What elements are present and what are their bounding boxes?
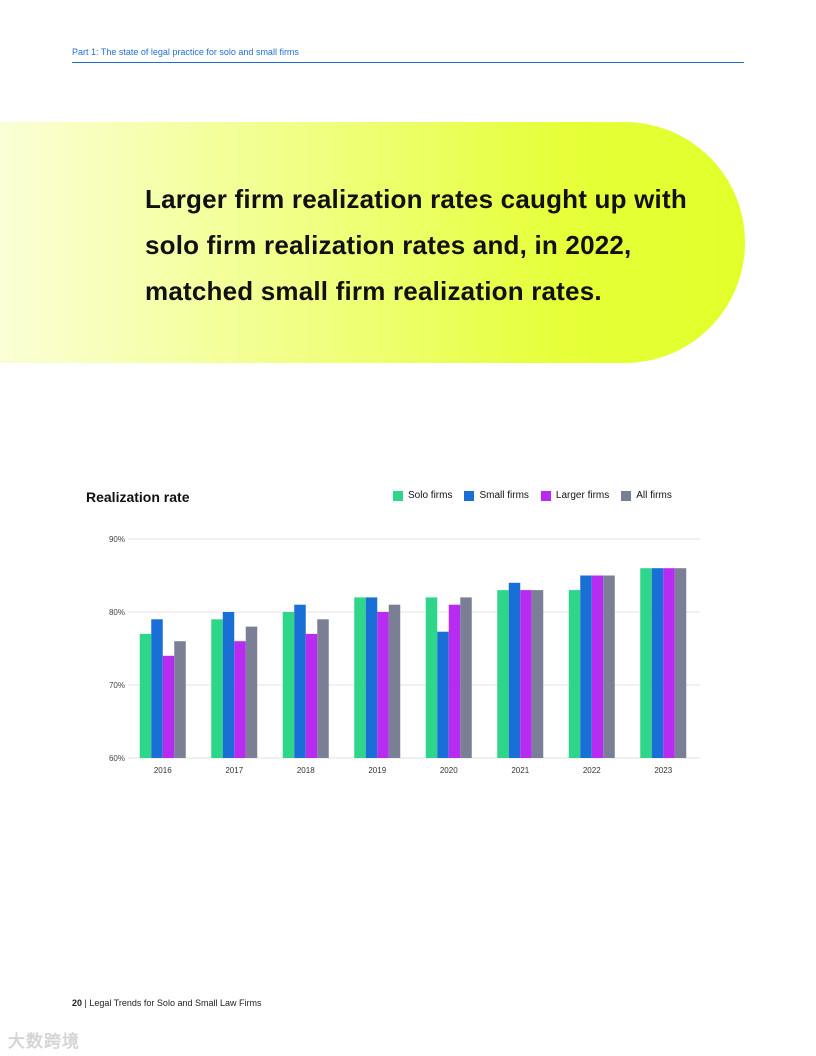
page-footer: 20 | Legal Trends for Solo and Small Law… xyxy=(72,998,261,1008)
bar xyxy=(162,655,175,758)
bar xyxy=(294,604,306,758)
legend-item-small: Small firms xyxy=(464,490,529,501)
footer-separator: | xyxy=(84,998,87,1008)
bar xyxy=(580,575,592,758)
bar xyxy=(568,590,581,758)
watermark: 大数跨境 xyxy=(8,1032,80,1051)
bar xyxy=(234,641,246,758)
bar xyxy=(520,590,532,758)
bar xyxy=(282,612,295,758)
chart-title: Realization rate xyxy=(86,489,190,505)
bar xyxy=(151,619,163,758)
legend-swatch xyxy=(540,490,551,501)
footer-title: Legal Trends for Solo and Small Law Firm… xyxy=(89,998,262,1008)
bar xyxy=(354,597,366,758)
legend-label: Small firms xyxy=(479,490,529,501)
legend-swatch xyxy=(393,490,403,501)
bar xyxy=(305,633,318,758)
bar xyxy=(497,590,509,758)
legend-label: All firms xyxy=(636,490,672,501)
bar xyxy=(663,568,675,758)
x-tick-label: 2020 xyxy=(440,766,458,775)
x-tick-label: 2018 xyxy=(297,766,315,775)
bar xyxy=(508,582,521,758)
bar xyxy=(651,568,664,758)
bar xyxy=(591,575,604,758)
legend-label: Larger firms xyxy=(555,490,610,501)
chart-legend: Solo firms Small firms Larger firms All … xyxy=(393,490,672,501)
bar xyxy=(377,612,389,758)
bar xyxy=(222,612,235,758)
x-tick-label: 2023 xyxy=(654,766,672,775)
bar xyxy=(460,597,472,758)
x-tick-label: 2021 xyxy=(511,766,529,775)
bar xyxy=(317,619,329,758)
legend-item-larger: Larger firms xyxy=(540,490,610,501)
bar xyxy=(531,590,544,758)
x-tick-label: 2017 xyxy=(225,766,243,775)
bar xyxy=(603,575,615,758)
y-tick-label: 90% xyxy=(109,535,125,544)
section-label: Part 1: The state of legal practice for … xyxy=(72,47,299,57)
legend-swatch xyxy=(464,490,475,501)
headline-banner xyxy=(0,122,745,363)
x-tick-label: 2016 xyxy=(154,766,172,775)
bar xyxy=(640,568,652,758)
bar xyxy=(211,619,223,758)
page-number: 20 xyxy=(72,998,83,1008)
legend-swatch xyxy=(621,490,632,501)
y-tick-label: 70% xyxy=(109,681,125,690)
bar xyxy=(448,604,461,758)
legend-item-solo: Solo firms xyxy=(393,490,452,501)
x-tick-label: 2022 xyxy=(583,766,601,775)
bar xyxy=(425,597,438,758)
header-divider xyxy=(72,62,744,63)
y-tick-label: 60% xyxy=(109,754,125,763)
bar xyxy=(174,641,186,758)
y-tick-label: 80% xyxy=(109,608,125,617)
bar xyxy=(139,633,152,758)
bar xyxy=(674,568,687,758)
bar xyxy=(245,626,258,758)
bar xyxy=(388,604,401,758)
legend-item-all: All firms xyxy=(621,490,672,501)
bar xyxy=(365,597,378,758)
headline: Larger firm realization rates caught up … xyxy=(145,184,687,306)
x-tick-label: 2019 xyxy=(368,766,386,775)
legend-label: Solo firms xyxy=(408,490,453,501)
bar xyxy=(437,631,449,758)
